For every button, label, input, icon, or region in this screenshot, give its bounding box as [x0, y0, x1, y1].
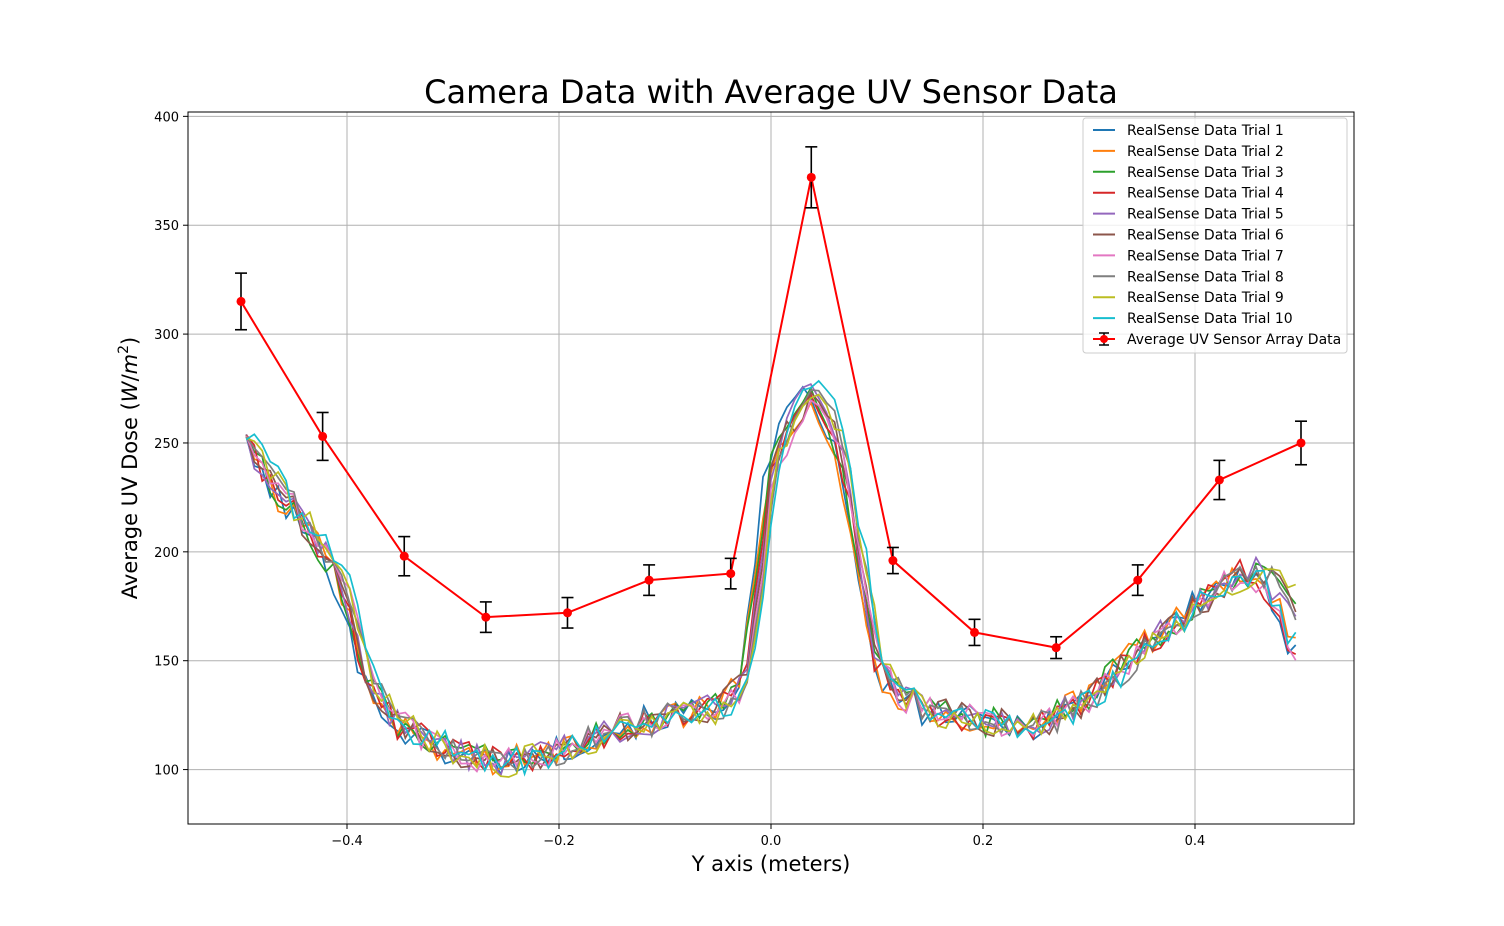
y-axis-title-close: )	[118, 337, 142, 345]
y-axis-title-main: Average UV Dose (	[118, 402, 142, 599]
legend-box	[1082, 117, 1348, 354]
uv-sensor-point	[888, 556, 898, 566]
uv-sensor-point	[726, 569, 736, 579]
uv-sensor-point	[1133, 575, 1143, 585]
y-tick-label: 200	[154, 546, 179, 561]
legend-label: RealSense Data Trial 4	[1127, 186, 1284, 202]
legend-label: Average UV Sensor Array Data	[1127, 332, 1341, 348]
legend: RealSense Data Trial 1 RealSense Data Tri…	[1082, 117, 1348, 354]
camera-trial-line	[245, 390, 1297, 771]
legend-marker	[1100, 335, 1108, 343]
x-axis-ticks: −0.4 −0.2 0.0 0.2 0.4	[331, 824, 1205, 849]
uv-sensor-point	[318, 431, 328, 441]
y-tick-label: 250	[154, 437, 179, 452]
camera-series-layer	[245, 379, 1297, 778]
x-tick-label: 0.4	[1185, 834, 1206, 849]
legend-label: RealSense Data Trial 7	[1127, 248, 1284, 264]
y-tick-label: 400	[154, 110, 179, 125]
camera-trial-line	[245, 379, 1297, 777]
y-tick-label: 150	[154, 655, 179, 670]
uv-sensor-point	[970, 627, 980, 637]
y-axis-title-m: m	[118, 354, 142, 374]
uv-sensor-layer	[235, 146, 1307, 660]
uv-sensor-point	[1051, 643, 1061, 653]
uv-sensor-point	[236, 296, 246, 306]
x-tick-label: −0.4	[331, 834, 363, 849]
legend-label: RealSense Data Trial 1	[1127, 123, 1284, 139]
y-axis-title-sup: 2	[116, 345, 132, 354]
y-tick-label: 100	[154, 764, 179, 779]
x-axis-title: Y axis (meters)	[691, 852, 851, 876]
y-axis-title-slash: /	[118, 373, 142, 381]
uv-sensor-line	[240, 177, 1302, 649]
legend-label: RealSense Data Trial 3	[1127, 165, 1284, 181]
y-axis-ticks: 100 150 200 250 300 350 400	[154, 110, 188, 779]
chart-title: Camera Data with Average UV Sensor Data	[424, 73, 1118, 111]
legend-label: RealSense Data Trial 5	[1127, 207, 1284, 223]
uv-sensor-point	[562, 608, 572, 618]
legend-label: RealSense Data Trial 10	[1127, 311, 1293, 327]
y-tick-label: 350	[154, 219, 179, 234]
uv-sensor-point	[399, 551, 409, 561]
camera-trial-line	[246, 393, 1297, 778]
uv-sensor-point	[644, 575, 654, 585]
uv-sensor-point	[1296, 438, 1306, 448]
uv-sensor-point	[1214, 475, 1224, 485]
x-tick-label: −0.2	[543, 834, 575, 849]
x-tick-label: 0.0	[761, 834, 782, 849]
legend-label: RealSense Data Trial 8	[1127, 269, 1284, 285]
y-axis-title-var: W	[118, 380, 142, 402]
legend-label: RealSense Data Trial 9	[1127, 290, 1284, 306]
uv-sensor-point	[806, 172, 816, 182]
y-tick-label: 300	[154, 328, 179, 343]
x-tick-label: 0.2	[973, 834, 994, 849]
legend-label: RealSense Data Trial 2	[1127, 144, 1284, 160]
y-axis-title: Average UV Dose (W/m2)	[116, 337, 142, 600]
uv-sensor-point	[481, 612, 491, 622]
legend-label: RealSense Data Trial 6	[1127, 228, 1284, 244]
